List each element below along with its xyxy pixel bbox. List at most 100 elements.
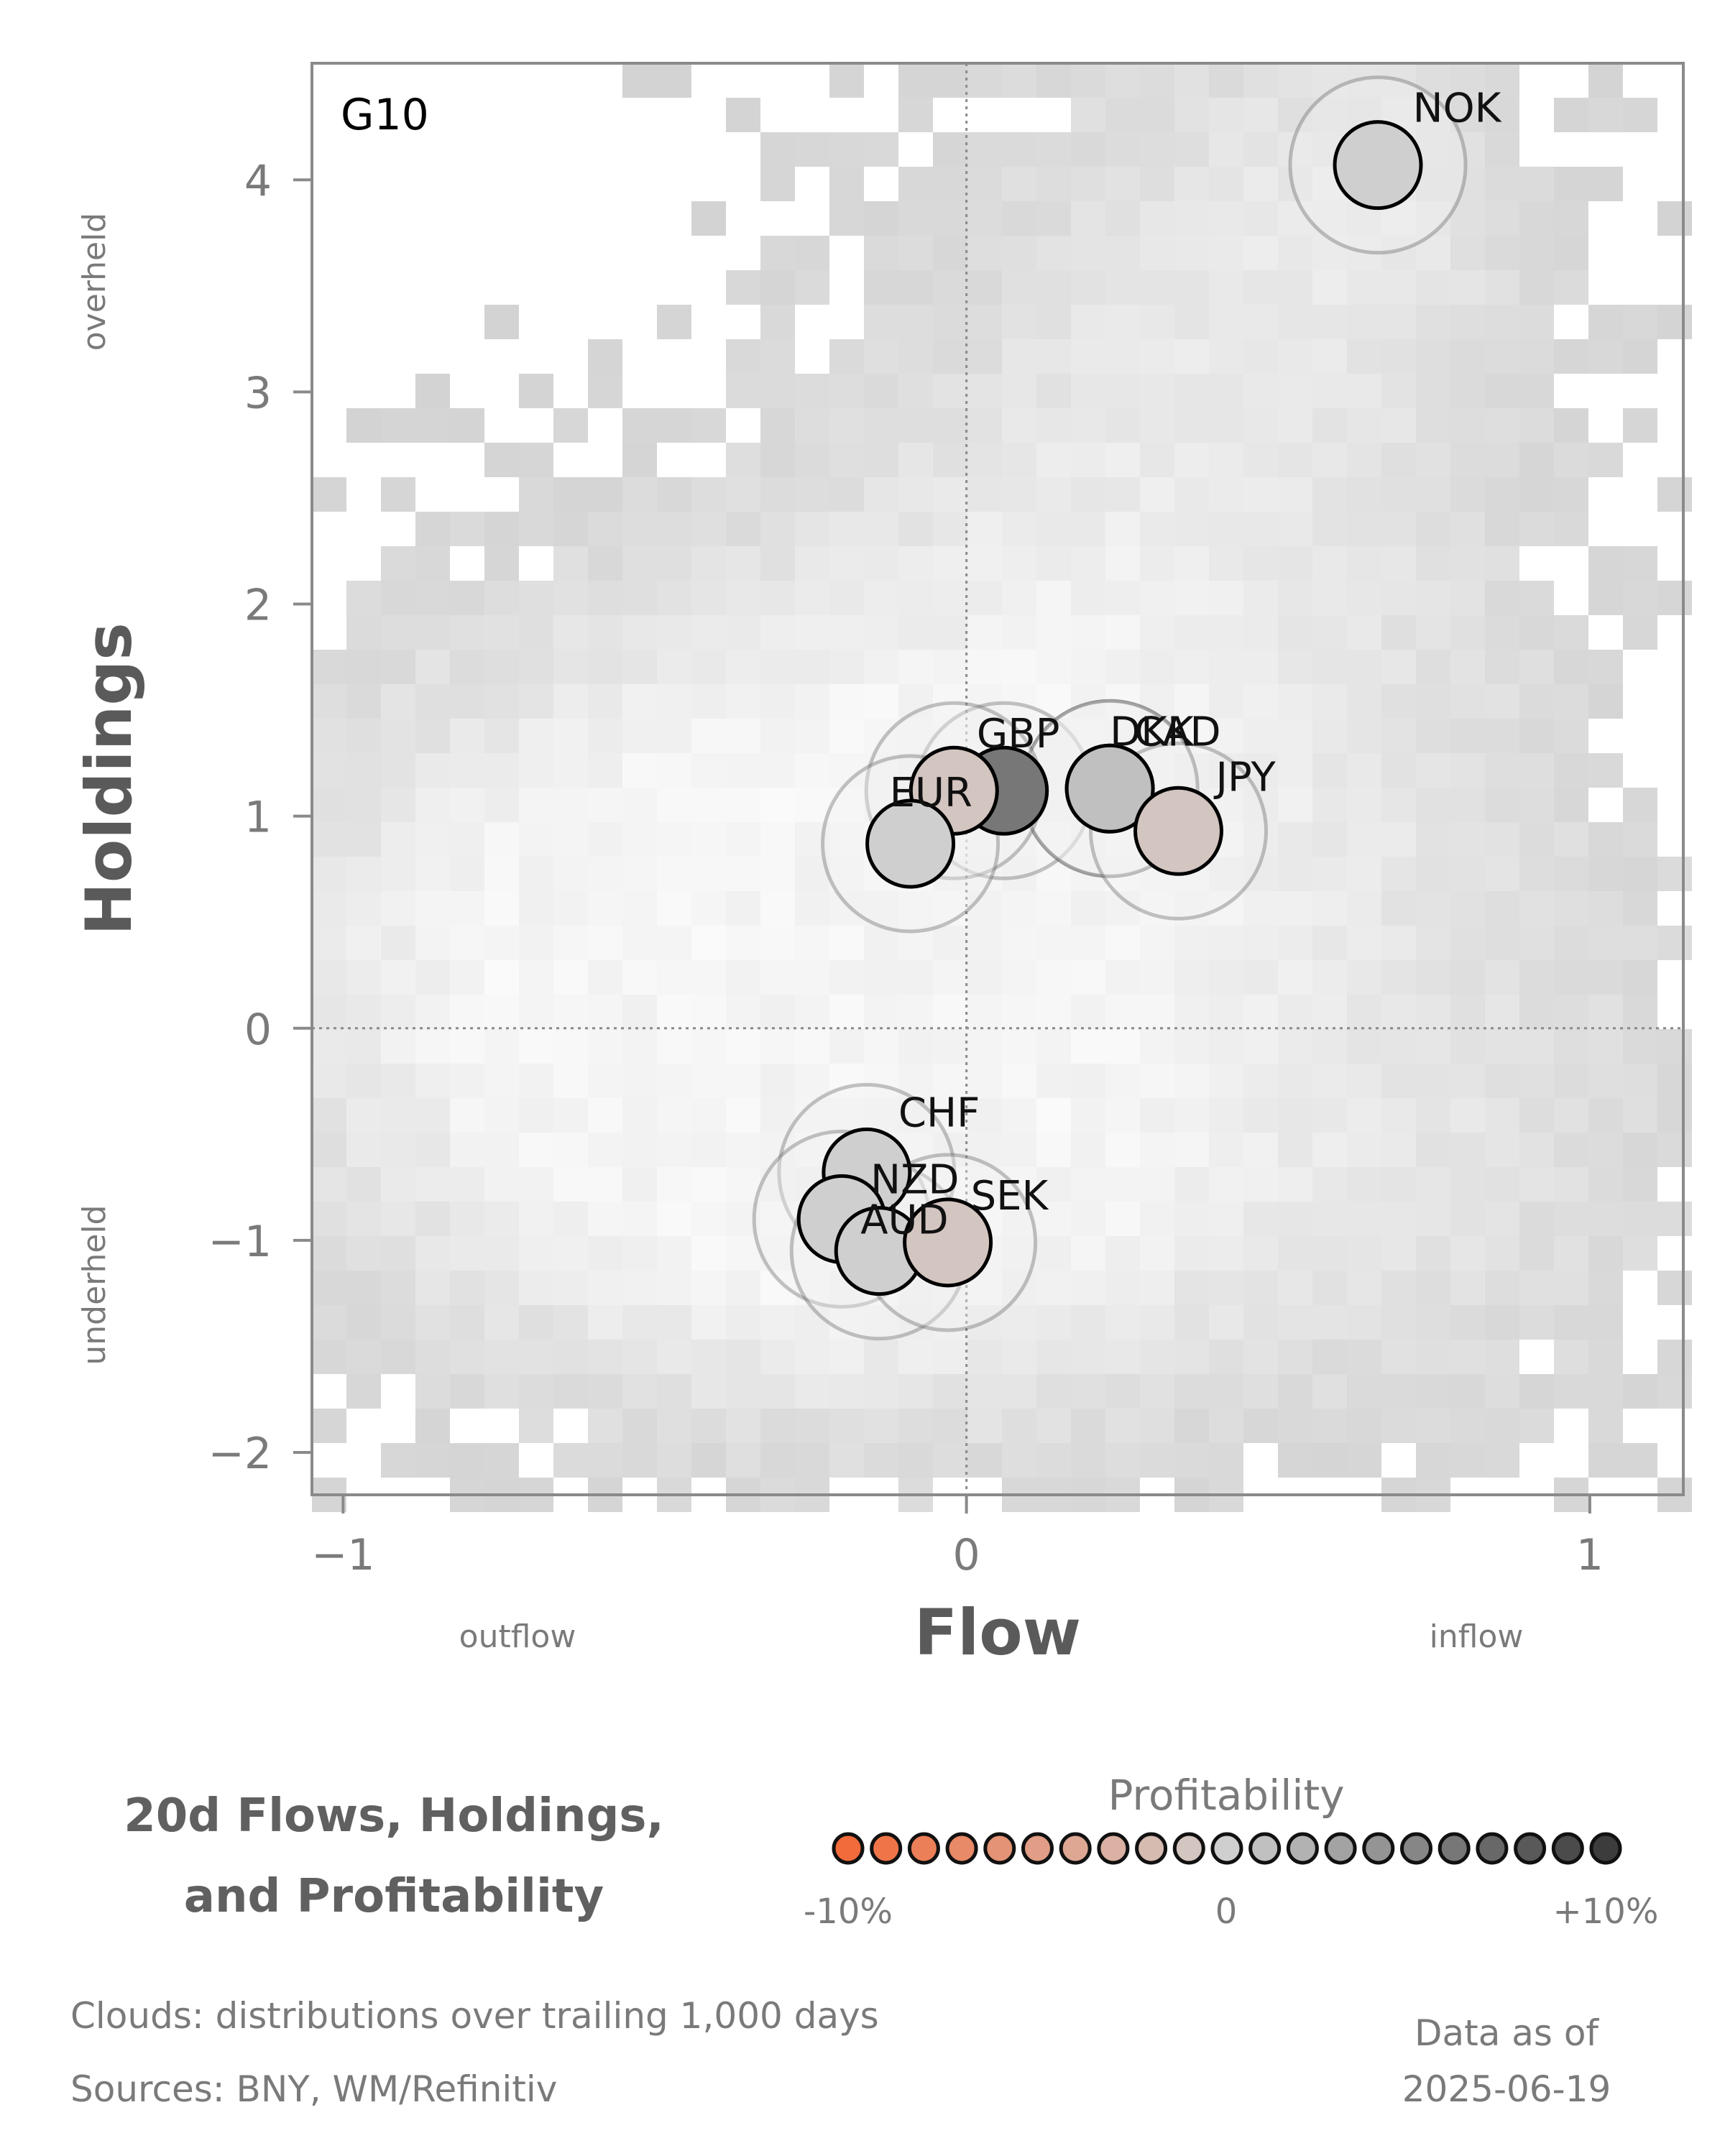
cloud-cell <box>1450 995 1485 1029</box>
cloud-cell <box>1485 1133 1519 1167</box>
cloud-cell <box>519 1029 553 1064</box>
cloud-cell <box>1278 167 1312 201</box>
cloud-cell <box>795 1443 829 1478</box>
cloud-cell <box>312 1098 346 1133</box>
cloud-cell <box>1381 753 1416 788</box>
cloud-cell <box>1623 1029 1657 1064</box>
colorbar-swatch <box>1514 1832 1547 1865</box>
cloud-cell <box>1243 1029 1278 1064</box>
cloud-cell <box>1140 1202 1174 1236</box>
cloud-cell <box>1381 546 1416 581</box>
x-side-label-left: outflow <box>459 1618 576 1655</box>
cloud-cell <box>1174 1064 1209 1098</box>
cloud-cell <box>1519 753 1554 788</box>
cloud-cell <box>1554 443 1588 477</box>
cloud-cell <box>1554 1064 1588 1098</box>
cloud-cell <box>1450 1271 1485 1305</box>
cloud-cell <box>1485 98 1519 132</box>
cloud-cell <box>1209 236 1243 270</box>
cloud-cell <box>795 1271 829 1305</box>
cloud-cell <box>1312 305 1347 339</box>
cloud-cell <box>415 1202 450 1236</box>
cloud-cell <box>864 374 898 408</box>
cloud-cell <box>967 891 1002 926</box>
cloud-cell <box>1002 201 1036 236</box>
cloud-cell <box>415 1098 450 1133</box>
cloud-cell <box>1554 926 1588 960</box>
cloud-cell <box>933 1443 967 1478</box>
cloud-cell <box>1002 512 1036 546</box>
cloud-cell <box>1450 1064 1485 1098</box>
cloud-cell <box>1485 684 1519 719</box>
cloud-cell <box>1278 581 1312 615</box>
cloud-cell <box>1381 339 1416 374</box>
cloud-cell <box>1243 98 1278 132</box>
cloud-cell <box>829 615 864 650</box>
cloud-cell <box>1174 201 1209 236</box>
cloud-cell <box>1312 753 1347 788</box>
cloud-cell <box>760 788 795 822</box>
cloud-cell <box>450 1305 484 1340</box>
cloud-cell <box>967 1305 1002 1340</box>
cloud-cell <box>312 1202 346 1236</box>
cloud-cell <box>1209 98 1243 132</box>
cloud-cell <box>1519 995 1554 1029</box>
cloud-cell <box>1381 684 1416 719</box>
cloud-cell <box>1381 995 1416 1029</box>
cloud-cell <box>1174 270 1209 305</box>
cloud-cell <box>1312 1236 1347 1271</box>
footer-clouds-note: Clouds: distributions over trailing 1,00… <box>70 1995 879 2037</box>
cloud-cell <box>588 477 622 512</box>
cloud-cell <box>1036 650 1071 684</box>
cloud-cell <box>1347 546 1381 581</box>
cloud-cell <box>1243 1305 1278 1340</box>
cloud-cell <box>864 236 898 270</box>
cloud-cell <box>415 1340 450 1374</box>
cloud-cell <box>864 753 898 788</box>
cloud-cell <box>726 650 760 684</box>
cloud-cell <box>691 1236 726 1271</box>
cloud-cell <box>1381 63 1416 98</box>
cloud-cell <box>898 512 933 546</box>
cloud-cell <box>1588 1098 1623 1133</box>
cloud-cell <box>1347 822 1381 857</box>
cloud-cell <box>1036 443 1071 477</box>
cloud-cell <box>1140 1064 1174 1098</box>
cloud-cell <box>1002 270 1036 305</box>
cloud-cell <box>1278 98 1312 132</box>
cloud-cell <box>553 408 588 443</box>
cloud-cell <box>933 1409 967 1443</box>
cloud-cell <box>1623 857 1657 891</box>
y-tick-label: 4 <box>244 156 272 206</box>
cloud-cell <box>829 546 864 581</box>
cloud-cell <box>1002 684 1036 719</box>
cloud-cell <box>1140 1167 1174 1202</box>
cloud-cell <box>898 1443 933 1478</box>
cloud-cell <box>1002 63 1036 98</box>
cloud-cell <box>1209 132 1243 167</box>
cloud-cell <box>829 684 864 719</box>
cloud-cell <box>381 1098 415 1133</box>
cloud-cell <box>1623 1202 1657 1236</box>
cloud-cell <box>1140 1236 1174 1271</box>
cloud-cell <box>1140 98 1174 132</box>
cloud-cell <box>1209 1305 1243 1340</box>
cloud-cell <box>1105 167 1140 201</box>
cloud-cell <box>1519 443 1554 477</box>
cloud-cell <box>1485 167 1519 201</box>
cloud-cell <box>1485 132 1519 167</box>
cloud-cell <box>1485 857 1519 891</box>
cloud-cell <box>933 650 967 684</box>
cloud-cell <box>1140 512 1174 546</box>
point-label: DKK <box>1110 709 1195 755</box>
cloud-cell <box>1071 684 1105 719</box>
cloud-cell <box>1036 684 1071 719</box>
y-tick-label: −1 <box>208 1217 272 1267</box>
cloud-cell <box>657 615 691 650</box>
colorbar-swatch <box>1362 1832 1395 1865</box>
cloud-cell <box>415 788 450 822</box>
cloud-cell <box>1588 1133 1623 1167</box>
cloud-cell <box>1450 926 1485 960</box>
cloud-cell <box>1519 167 1554 201</box>
cloud-cell <box>588 1202 622 1236</box>
